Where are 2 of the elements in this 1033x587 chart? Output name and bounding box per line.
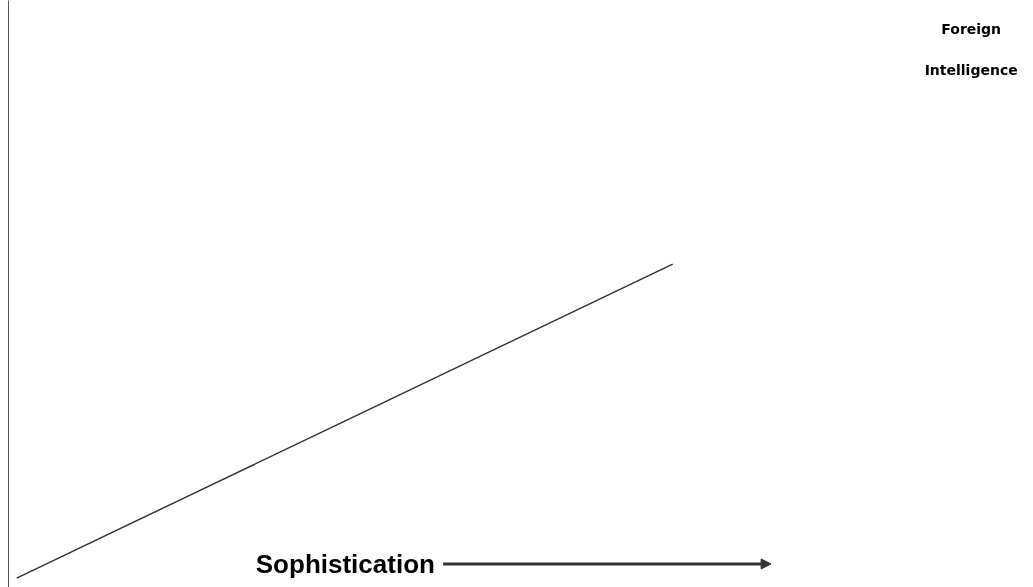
text: Foreign Intelligence [924, 20, 1018, 78]
x-axis-title: Sophistication [255, 548, 435, 579]
